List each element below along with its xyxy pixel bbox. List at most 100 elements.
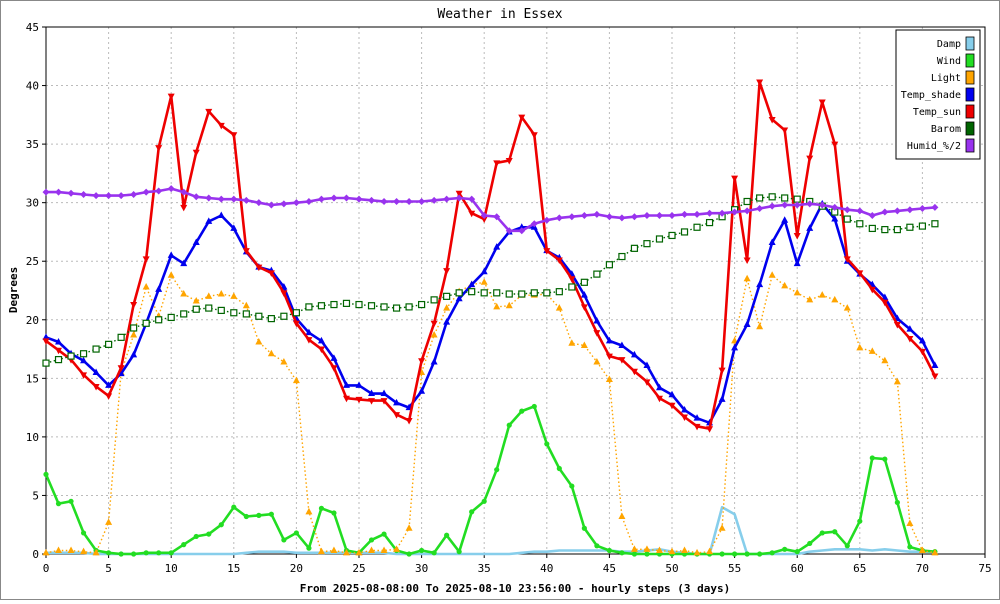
- series-humid-2-point: [718, 209, 726, 217]
- series-temp-sun-point: [130, 302, 138, 309]
- series-wind-point: [193, 533, 199, 540]
- series-wind-point: [556, 465, 562, 472]
- series-wind-point: [306, 545, 312, 551]
- series-humid-2-point: [505, 227, 513, 235]
- x-tick-label: 25: [352, 562, 365, 575]
- x-tick-label: 60: [791, 562, 804, 575]
- series-barom-point: [705, 218, 714, 227]
- series-light-point: [856, 343, 864, 351]
- series-light-point: [405, 524, 413, 531]
- series-wind-point: [80, 530, 87, 536]
- x-tick-label: 45: [603, 562, 616, 575]
- series-barom-point: [255, 312, 263, 320]
- series-barom-point: [643, 240, 651, 248]
- series-wind-point: [331, 510, 337, 516]
- series-humid-2-point: [80, 190, 88, 198]
- series-temp-sun-point: [593, 330, 601, 337]
- series-light-point: [443, 304, 451, 311]
- legend-swatch: [965, 87, 975, 102]
- series-light-point: [893, 377, 901, 385]
- series-temp-shade-point: [693, 414, 701, 421]
- series-light-point: [280, 357, 288, 365]
- series-light-point: [192, 297, 200, 304]
- series-humid-2-point: [267, 201, 275, 209]
- series-temp-sun-point: [893, 321, 901, 329]
- series-wind-point: [844, 543, 850, 549]
- series-temp-shade-point: [180, 259, 188, 267]
- series-temp-shade-point: [217, 211, 225, 219]
- legend-item: Wind: [937, 53, 975, 68]
- series-temp-sun-point: [643, 379, 651, 386]
- series-barom-point: [455, 289, 463, 297]
- series-barom-point: [655, 235, 664, 243]
- series-humid-2-point: [605, 213, 613, 221]
- series-light-point: [681, 546, 689, 553]
- series-wind-point: [719, 551, 725, 557]
- series-temp-sun-line: [45, 80, 937, 431]
- series-wind-point: [619, 550, 625, 556]
- x-tick-label: 30: [415, 562, 428, 575]
- series-barom-point: [443, 292, 451, 300]
- legend-label: Temp_shade: [901, 90, 961, 101]
- series-temp-sun-point: [205, 108, 213, 116]
- series-temp-shade-point: [618, 341, 626, 349]
- series-temp-shade-point: [580, 291, 588, 298]
- series-wind-point: [869, 455, 875, 461]
- x-axis-label: From 2025-08-08:00 To 2025-08-10 23:56:0…: [300, 582, 730, 595]
- series-temp-shade-point: [355, 381, 363, 388]
- series-barom-point: [267, 315, 275, 323]
- series-temp-sun-point: [743, 257, 751, 265]
- series-temp-sun-point: [480, 216, 488, 224]
- series-humid-2-point: [831, 203, 839, 211]
- series-temp-sun-point: [267, 270, 275, 277]
- series-temp-sun-point: [856, 270, 864, 277]
- series-light-point: [931, 548, 939, 556]
- series-light-point: [655, 546, 663, 553]
- legend-label: Humid_%/2: [907, 141, 961, 152]
- series-light-point: [906, 519, 914, 527]
- series-humid-2-point: [593, 210, 601, 218]
- series-wind-point: [581, 525, 587, 531]
- series-light-point: [242, 301, 250, 309]
- series-humid-2: [42, 185, 939, 235]
- series-humid-2-point: [92, 192, 100, 200]
- series-barom-point: [317, 302, 326, 310]
- series-light-point: [743, 274, 751, 282]
- y-tick-label: 0: [32, 548, 39, 561]
- series-temp-shade-point: [342, 381, 350, 388]
- series-temp-sun-point: [242, 248, 250, 255]
- series-light-point: [843, 304, 851, 311]
- series-humid-2-point: [105, 192, 113, 200]
- series-temp-shade-point: [155, 285, 163, 292]
- series-temp-sun-point: [92, 384, 100, 391]
- series-humid-2-point: [731, 208, 739, 216]
- series-temp-sun-point: [618, 357, 626, 364]
- series-wind-point: [894, 499, 900, 506]
- series-humid-2-point: [893, 207, 901, 215]
- series-wind-point: [481, 498, 487, 504]
- series-temp-sun-point: [217, 122, 225, 130]
- legend-item: Temp_sun: [913, 104, 975, 119]
- series-temp-sun-point: [568, 276, 576, 283]
- series-wind-point: [907, 544, 913, 550]
- legend-item: Light: [931, 70, 975, 85]
- series-barom-point: [42, 359, 50, 367]
- series-temp-sun-point: [718, 367, 726, 375]
- series-barom-point: [242, 310, 250, 318]
- series-temp-shade-point: [205, 217, 213, 224]
- series-light-point: [430, 331, 438, 338]
- series-barom-point: [605, 261, 614, 269]
- y-tick-label: 5: [32, 489, 39, 502]
- series-temp-sun-point: [368, 398, 376, 405]
- series-temp-sun-point: [455, 190, 463, 198]
- series-barom-point: [380, 303, 388, 311]
- series-light-point: [317, 547, 325, 555]
- series-wind-point: [819, 530, 825, 536]
- x-tick-label: 10: [165, 562, 178, 575]
- y-tick-label: 35: [26, 138, 39, 151]
- series-barom-point: [743, 197, 751, 206]
- series-temp-sun-point: [468, 210, 476, 218]
- series-light-point: [330, 546, 338, 553]
- series-light-point: [756, 322, 764, 330]
